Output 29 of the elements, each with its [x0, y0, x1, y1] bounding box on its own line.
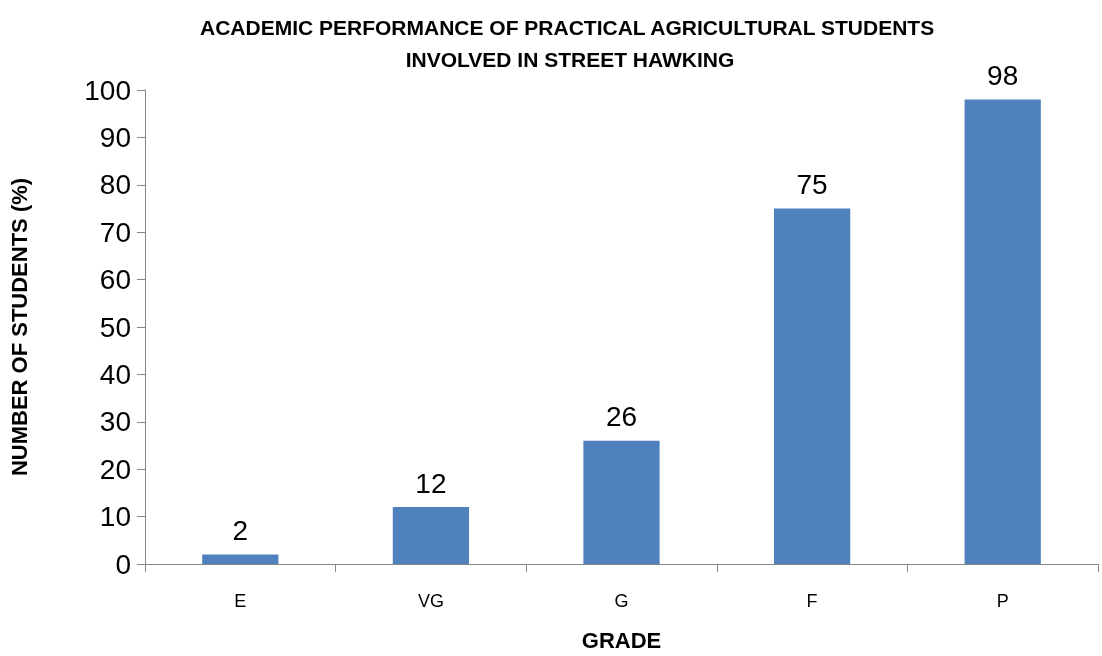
data-label: 98	[987, 59, 1019, 91]
data-label: 26	[605, 401, 638, 433]
y-tick-label: 90	[99, 121, 131, 153]
y-tick-label: 100	[84, 74, 131, 106]
x-tick-label: E	[234, 591, 247, 611]
x-tick-label: G	[614, 591, 629, 611]
y-tick-label: 40	[99, 358, 131, 390]
bar	[392, 507, 470, 564]
chart-title: ACADEMIC PERFORMANCE OF PRACTICAL AGRICULTURAL STUDENTS INVOLVED IN STREET HAWKING	[199, 15, 941, 71]
y-tick-label: 20	[99, 453, 131, 485]
y-tick-label: 50	[99, 311, 131, 343]
x-tick-label: VG	[417, 591, 444, 611]
y-tick-label: 10	[99, 501, 131, 533]
x-axis-title: GRADE	[581, 627, 662, 653]
x-tick-label: P	[996, 591, 1009, 611]
data-label: 75	[796, 169, 828, 200]
bar	[202, 554, 279, 564]
bar	[583, 440, 660, 564]
data-label: 2	[232, 515, 249, 547]
data-label: 12	[415, 467, 447, 499]
x-tick-label: F	[806, 591, 818, 611]
bar	[773, 208, 851, 564]
y-tick-label: 60	[99, 264, 131, 296]
y-tick-label: 80	[99, 169, 131, 201]
y-tick-label: 30	[99, 406, 131, 438]
bar	[964, 99, 1041, 564]
y-axis-title: NUMBER OF STUDENTS (%)	[6, 177, 32, 477]
y-tick-label: 0	[115, 548, 131, 580]
y-tick-label: 70	[99, 216, 131, 248]
